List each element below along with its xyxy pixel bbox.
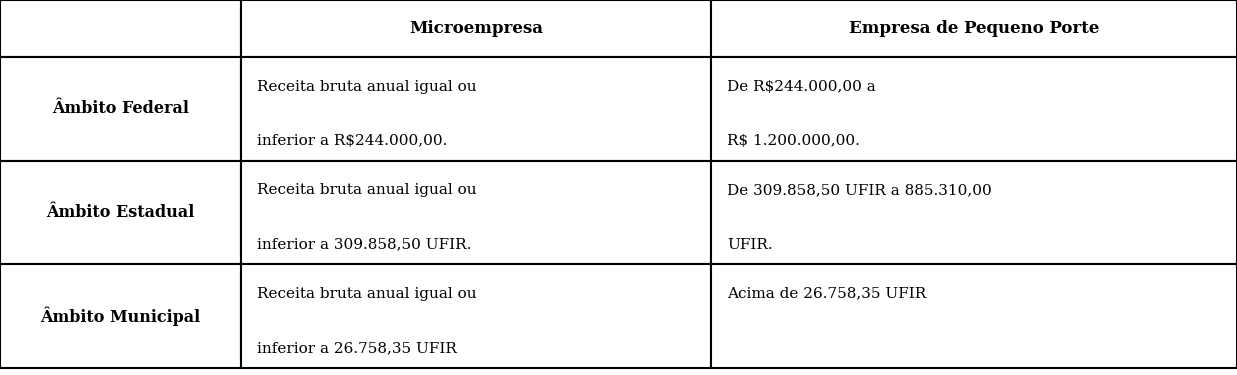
Bar	[711, 57, 1237, 160]
Text: Receita bruta anual igual ou

inferior a 309.858,50 UFIR.: Receita bruta anual igual ou inferior a …	[257, 183, 477, 252]
Bar	[711, 264, 1237, 368]
Text: Empresa de Pequeno Porte: Empresa de Pequeno Porte	[849, 20, 1100, 37]
Text: Receita bruta anual igual ou

inferior a 26.758,35 UFIR: Receita bruta anual igual ou inferior a …	[257, 287, 477, 355]
Text: Âmbito Municipal: Âmbito Municipal	[41, 306, 200, 326]
Text: De R$244.000,00 a

R$ 1.200.000,00.: De R$244.000,00 a R$ 1.200.000,00.	[727, 80, 876, 148]
Bar	[711, 0, 1237, 57]
Bar	[0, 57, 241, 160]
Text: Acima de 26.758,35 UFIR: Acima de 26.758,35 UFIR	[727, 287, 927, 301]
Bar	[711, 160, 1237, 264]
Text: Microempresa: Microempresa	[409, 20, 543, 37]
Text: Âmbito Federal: Âmbito Federal	[52, 100, 189, 117]
Text: De 309.858,50 UFIR a 885.310,00

UFIR.: De 309.858,50 UFIR a 885.310,00 UFIR.	[727, 183, 992, 252]
Bar	[241, 57, 711, 160]
Bar	[241, 264, 711, 368]
Bar	[241, 0, 711, 57]
Bar	[0, 0, 241, 57]
Bar	[0, 264, 241, 368]
Bar	[0, 160, 241, 264]
Bar	[241, 160, 711, 264]
Text: Âmbito Estadual: Âmbito Estadual	[47, 204, 194, 221]
Text: Receita bruta anual igual ou

inferior a R$244.000,00.: Receita bruta anual igual ou inferior a …	[257, 80, 477, 148]
